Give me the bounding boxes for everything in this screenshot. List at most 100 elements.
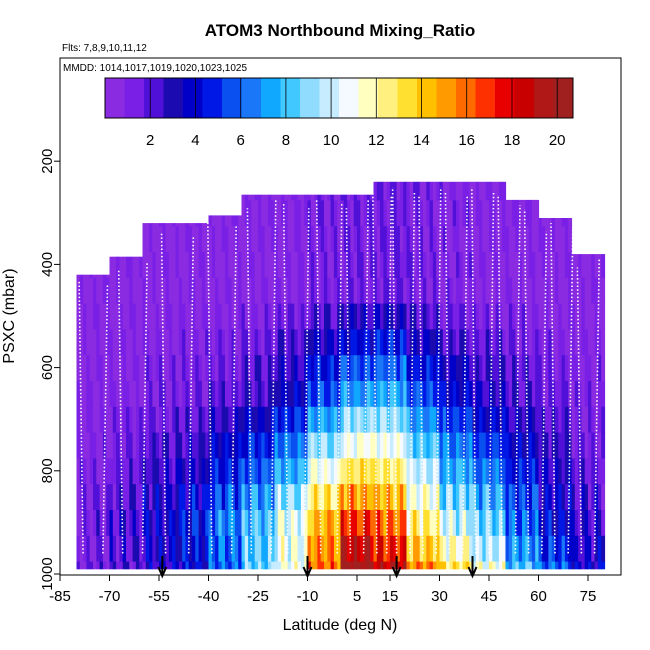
heatmap-cell: [314, 561, 318, 570]
heatmap-cell: [89, 303, 94, 330]
heatmap-cell: [294, 509, 299, 536]
heatmap-cell: [76, 328, 81, 356]
heatmap-cell: [102, 509, 107, 536]
heatmap-cell: [198, 277, 203, 304]
heatmap-cell: [185, 406, 190, 433]
heatmap-cell: [538, 251, 543, 278]
heatmap-cell: [178, 328, 183, 356]
heatmap-cell: [393, 535, 398, 562]
heatmap-cell: [287, 483, 292, 510]
heatmap-cell: [99, 380, 104, 407]
heatmap-cell: [508, 535, 513, 562]
heatmap-cell: [175, 354, 180, 381]
heatmap-cell: [172, 509, 177, 536]
heatmap-cell: [432, 277, 437, 304]
heatmap-cell: [195, 380, 200, 407]
heatmap-cell: [89, 274, 94, 278]
heatmap-cell: [479, 354, 483, 381]
heatmap-cell: [538, 277, 543, 304]
heatmap-cell: [185, 509, 190, 536]
heatmap-cell: [264, 194, 269, 201]
heatmap-cell: [343, 328, 348, 356]
heatmap-cell: [132, 483, 137, 510]
heatmap-cell: [317, 561, 322, 570]
heatmap-cell: [248, 277, 252, 304]
heatmap-cell: [429, 483, 434, 510]
heatmap-cell: [228, 354, 233, 381]
heatmap-cell: [284, 328, 289, 356]
heatmap-cell: [555, 535, 559, 562]
heatmap-cell: [264, 561, 269, 570]
heatmap-cell: [310, 354, 315, 381]
heatmap-cell: [363, 561, 368, 570]
heatmap-cell: [512, 354, 516, 381]
heatmap-cell: [406, 406, 411, 433]
heatmap-cell: [419, 561, 424, 570]
heatmap-cell: [485, 535, 490, 562]
heatmap-cell: [370, 277, 375, 304]
heatmap-cell: [89, 561, 94, 570]
heatmap-cell: [413, 181, 417, 201]
heatmap-cell: [287, 251, 292, 278]
heatmap-cell: [182, 535, 186, 562]
flight-profile-line: [336, 203, 343, 554]
heatmap-cell: [122, 256, 127, 278]
heatmap-cell: [505, 406, 510, 433]
heatmap-cell: [215, 406, 219, 433]
heatmap-cell: [327, 380, 332, 407]
heatmap-cell: [116, 535, 120, 562]
heatmap-cell: [267, 225, 272, 252]
heatmap-cell: [555, 277, 559, 304]
heatmap-cell: [416, 561, 421, 570]
x-tick-label: 60: [530, 588, 547, 605]
heatmap-cell: [535, 561, 540, 570]
heatmap-cell: [83, 328, 87, 356]
heatmap-cell: [409, 509, 414, 536]
heatmap-cell: [548, 432, 553, 459]
heatmap-cell: [439, 457, 444, 485]
heatmap-cell: [475, 380, 480, 407]
heatmap-cell: [360, 199, 365, 227]
heatmap-cell: [479, 199, 483, 227]
heatmap-cell: [291, 406, 295, 433]
heatmap-cell: [452, 483, 457, 510]
heatmap-cell: [162, 354, 167, 381]
heatmap-cell: [469, 303, 474, 330]
heatmap-cell: [132, 457, 137, 485]
heatmap-cell: [116, 303, 120, 330]
heatmap-cell: [155, 223, 160, 227]
heatmap-cell: [548, 218, 553, 227]
heatmap-cell: [340, 277, 345, 304]
heatmap-cell: [535, 432, 540, 459]
heatmap-cell: [505, 432, 510, 459]
heatmap-cell: [215, 432, 219, 459]
heatmap-cell: [294, 380, 299, 407]
heatmap-cell: [555, 561, 559, 570]
heatmap-cell: [201, 225, 206, 252]
heatmap-cell: [261, 354, 266, 381]
heatmap-cell: [343, 483, 348, 510]
heatmap-cell: [571, 432, 576, 459]
heatmap-cell: [419, 328, 424, 356]
heatmap-cell: [426, 277, 431, 304]
heatmap-cell: [274, 483, 279, 510]
heatmap-cell: [281, 509, 285, 536]
heatmap-cell: [142, 303, 147, 330]
colorbar: 2 4 6 8 10 12 14 16 18 20: [104, 77, 574, 149]
heatmap-cell: [218, 535, 223, 562]
heatmap-cell: [192, 223, 196, 227]
heatmap-cell: [370, 354, 375, 381]
heatmap-cell: [370, 535, 375, 562]
heatmap-cell: [380, 303, 384, 330]
heatmap-cell: [413, 561, 417, 570]
heatmap-cell: [423, 457, 427, 485]
heatmap-cell: [360, 561, 365, 570]
heatmap-cell: [254, 328, 259, 356]
heatmap-cell: [465, 225, 470, 252]
heatmap-cell: [555, 380, 559, 407]
heatmap-cell: [287, 354, 292, 381]
heatmap-cell: [93, 380, 97, 407]
heatmap-cell: [492, 328, 497, 356]
heatmap-cell: [320, 199, 325, 227]
heatmap-cell: [195, 509, 200, 536]
